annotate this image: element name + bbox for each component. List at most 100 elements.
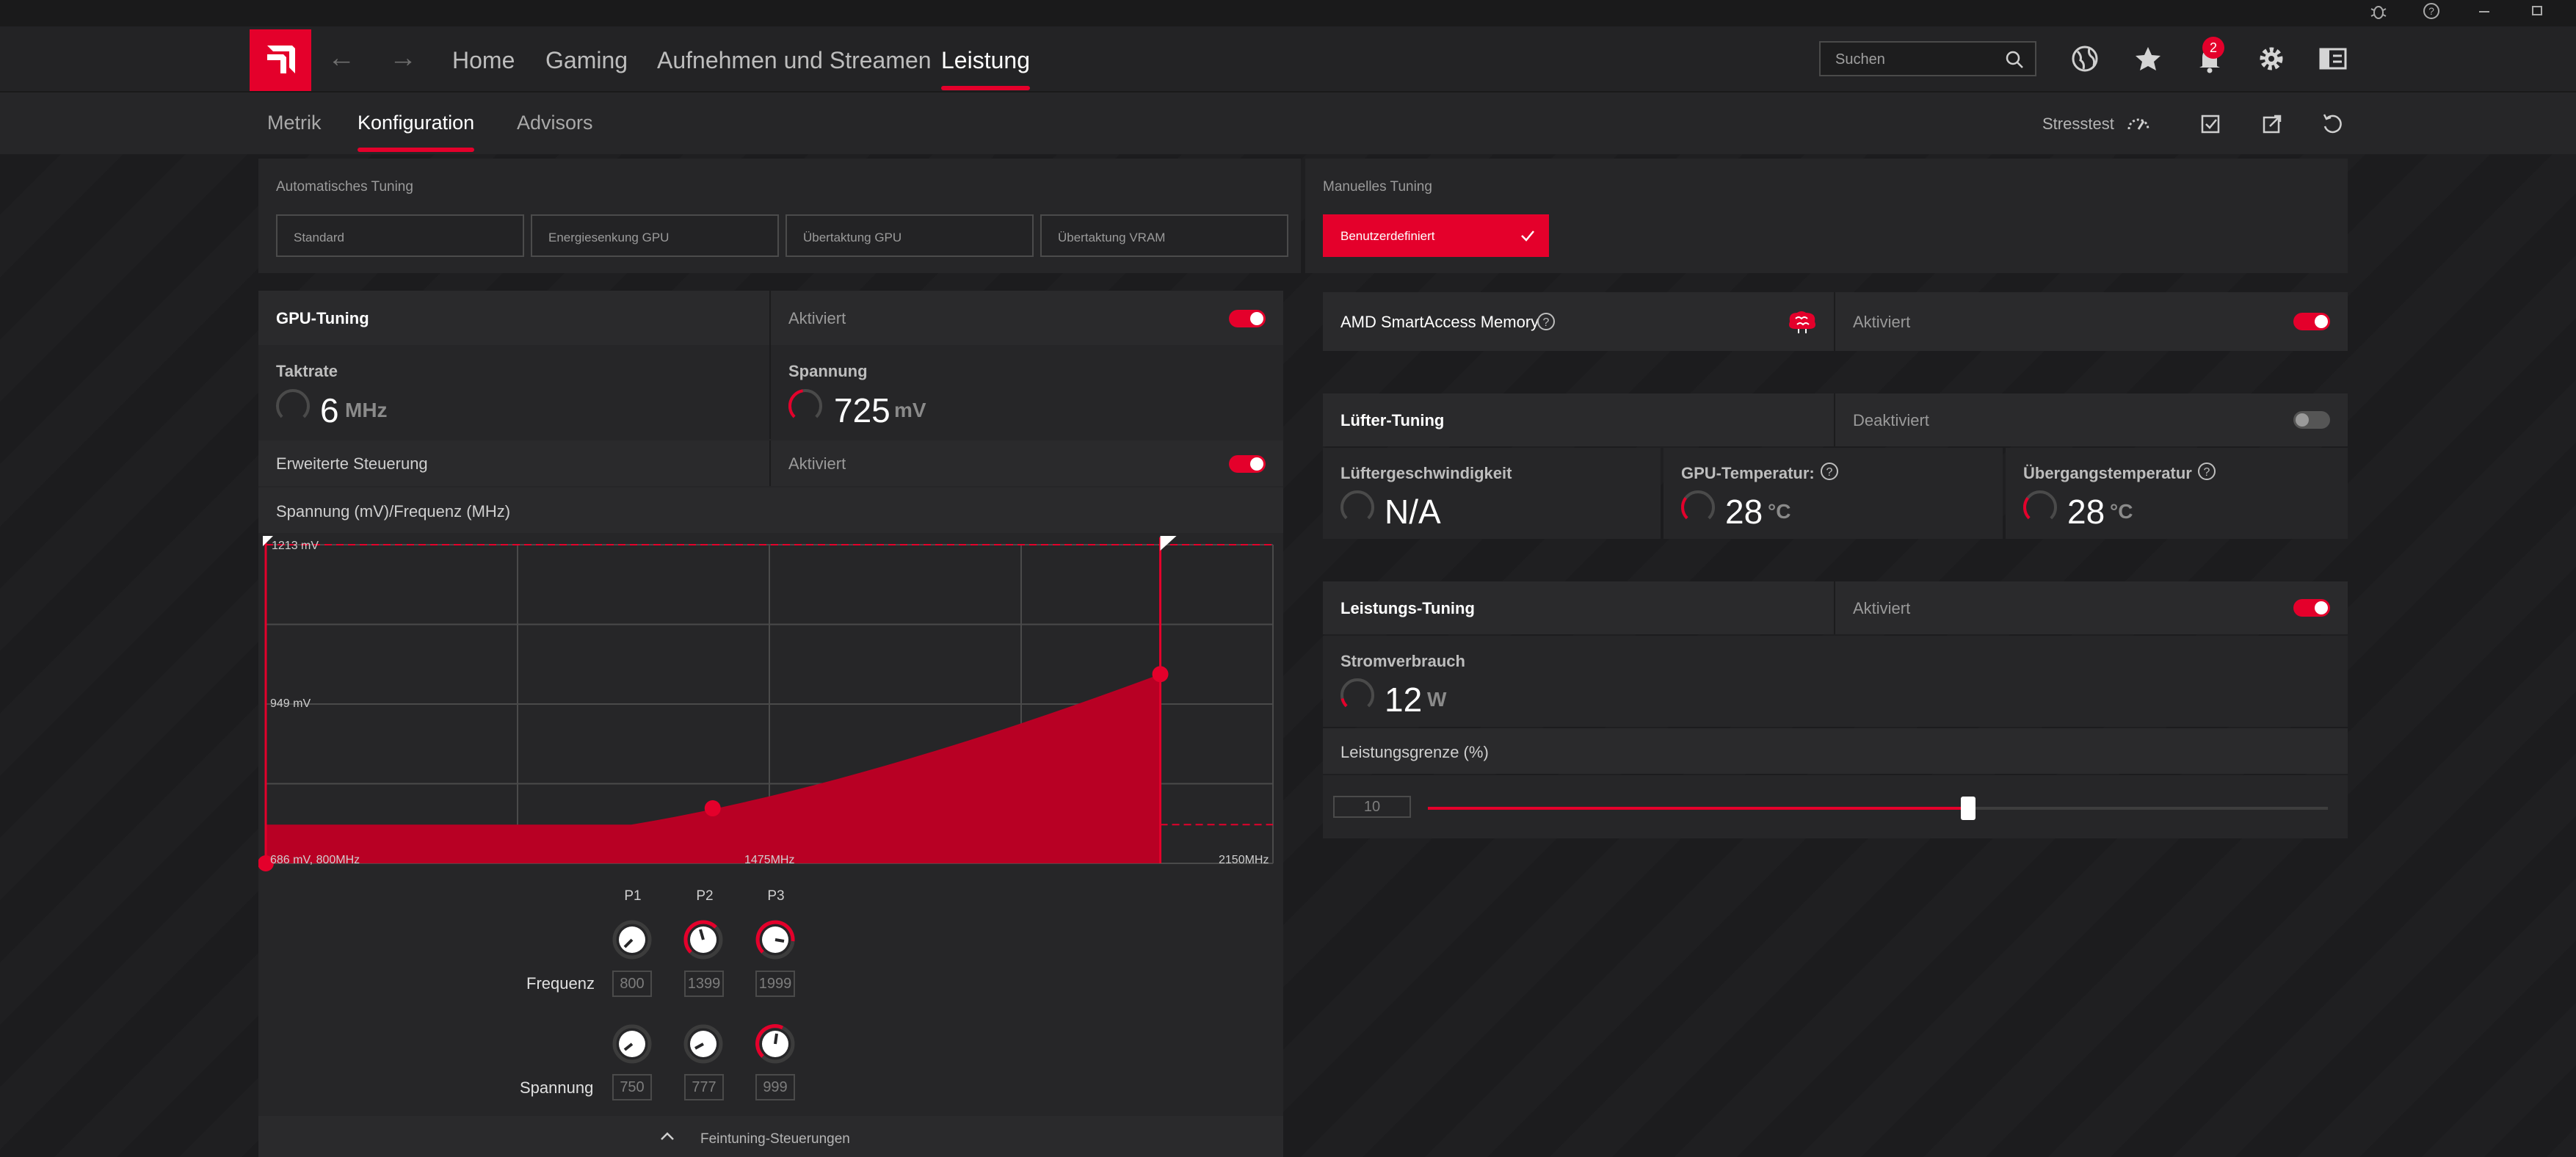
gpu-tuning-toggle[interactable]	[1229, 310, 1266, 327]
side-panel-icon[interactable]	[2315, 41, 2351, 76]
tab-recording-streaming[interactable]: Aufnehmen und Streamen	[657, 47, 932, 73]
smart-access-toggle[interactable]	[2293, 313, 2330, 330]
divider	[1834, 292, 1835, 351]
power-consumption-label: Stromverbrauch	[1340, 652, 1465, 670]
chevron-up-icon[interactable]	[659, 1131, 675, 1142]
junction-temp-help-icon[interactable]: ?	[2198, 463, 2216, 480]
power-limit-slider[interactable]	[1428, 797, 2328, 820]
checkmark-icon	[1521, 231, 1534, 242]
p2-voltage-knob[interactable]	[683, 1023, 724, 1064]
p2-voltage-input[interactable]: 777	[684, 1074, 724, 1100]
tab-gaming[interactable]: Gaming	[545, 47, 628, 73]
fan-speed-label: Lüftergeschwindigkeit	[1340, 464, 1512, 482]
voltage-unit: mV	[894, 399, 926, 421]
auto-tuning-label: Automatisches Tuning	[276, 179, 413, 195]
p3-voltage-knob[interactable]	[755, 1023, 796, 1064]
smart-access-help-icon[interactable]: ?	[1537, 313, 1555, 330]
subtab-configuration[interactable]: Konfiguration	[358, 112, 475, 152]
pstate-label-p2: P2	[696, 888, 714, 904]
advanced-control-title: Erweiterte Steuerung	[276, 454, 428, 473]
power-consumption-card	[1323, 636, 2348, 727]
title-bar: ?	[0, 0, 2576, 26]
preset-power-saving-button[interactable]: Energiesenkung GPU	[531, 214, 779, 257]
voltage-gauge-icon	[788, 389, 822, 423]
fine-tuning-label: Feintuning-Steuerungen	[700, 1131, 850, 1147]
bug-report-icon[interactable]	[2365, 1, 2392, 23]
amd-logo-icon[interactable]	[250, 29, 311, 91]
help-icon[interactable]: ?	[2418, 1, 2445, 23]
y-tick-label-mid: 949 mV	[270, 697, 311, 710]
p1-frequency-input[interactable]: 800	[612, 971, 652, 997]
fan-tuning-state: Deaktiviert	[1853, 411, 1929, 429]
fan-tuning-toggle[interactable]	[2293, 411, 2330, 429]
p2-frequency-knob[interactable]	[683, 919, 724, 960]
p1-voltage-input[interactable]: 750	[612, 1074, 652, 1100]
voltage-frequency-chart[interactable]	[258, 534, 1283, 877]
power-limit-slider-fill	[1428, 807, 1968, 810]
gpu-tuning-title: GPU-Tuning	[276, 309, 369, 327]
curve-point-start[interactable]	[258, 855, 274, 871]
x-tick-label-start: 686 mV, 800MHz	[270, 854, 360, 866]
p1-voltage-knob[interactable]	[612, 1023, 653, 1064]
preset-custom-label: Benutzerdefiniert	[1340, 229, 1435, 243]
fine-tuning-footer[interactable]	[258, 1116, 1283, 1157]
preset-overclock-gpu-button[interactable]: Übertaktung GPU	[786, 214, 1034, 257]
junction-temp-gauge-icon	[2023, 490, 2057, 524]
notification-badge: 2	[2202, 37, 2224, 59]
frequency-row-label: Frequenz	[526, 974, 595, 993]
max-frequency-handle	[1160, 536, 1177, 551]
gpu-temp-gauge-icon	[1681, 490, 1715, 524]
p3-frequency-input[interactable]: 1999	[755, 971, 795, 997]
curve-point-P2[interactable]	[704, 800, 721, 817]
forward-arrow-icon[interactable]: →	[389, 43, 417, 73]
power-limit-input[interactable]: 10	[1333, 796, 1411, 818]
stress-test-gauge-icon[interactable]	[2125, 110, 2152, 138]
junction-temp-card	[2006, 448, 2348, 539]
divider	[1834, 581, 1835, 634]
power-tuning-toggle[interactable]	[2293, 599, 2330, 617]
back-arrow-icon[interactable]: ←	[327, 43, 355, 73]
fan-tuning-header	[1323, 393, 2348, 446]
globe-icon[interactable]	[2067, 41, 2102, 76]
reset-icon[interactable]	[2318, 110, 2346, 138]
search-icon[interactable]	[2004, 49, 2025, 70]
power-limit-label: Leistungsgrenze (%)	[1340, 743, 1489, 761]
preset-standard-button[interactable]: Standard	[276, 214, 524, 257]
p3-voltage-input[interactable]: 999	[755, 1074, 795, 1100]
apply-changes-icon[interactable]	[2196, 110, 2224, 138]
gpu-temp-help-icon[interactable]: ?	[1821, 463, 1838, 480]
pstate-label-p1: P1	[624, 888, 642, 904]
search-input[interactable]	[1834, 48, 1998, 70]
p1-frequency-knob[interactable]	[612, 919, 653, 960]
p2-frequency-input[interactable]: 1399	[684, 971, 724, 997]
voltage-value: 725	[834, 391, 890, 429]
tab-performance[interactable]: Leistung	[941, 47, 1030, 90]
curve-point-P3[interactable]	[1152, 666, 1169, 683]
advanced-control-toggle[interactable]	[1229, 455, 1266, 473]
power-tuning-title: Leistungs-Tuning	[1340, 599, 1475, 617]
smart-access-state: Aktiviert	[1853, 313, 1911, 331]
minimize-icon[interactable]	[2471, 1, 2497, 23]
preset-overclock-vram-button[interactable]: Übertaktung VRAM	[1040, 214, 1288, 257]
advanced-control-row	[258, 440, 1283, 486]
maximize-icon[interactable]	[2524, 1, 2550, 23]
power-tuning-state: Aktiviert	[1853, 599, 1911, 617]
preset-custom-button[interactable]: Benutzerdefiniert	[1323, 214, 1549, 257]
settings-gear-icon[interactable]	[2254, 41, 2289, 76]
gpu-temp-value: 28	[1725, 493, 1763, 531]
subtab-metrics[interactable]: Metrik	[267, 112, 322, 134]
subtab-advisors[interactable]: Advisors	[517, 112, 593, 134]
pstate-label-p3: P3	[767, 888, 785, 904]
x-tick-label-end: 2150MHz	[1219, 854, 1269, 866]
voltage-label: Spannung	[788, 362, 868, 380]
curve-title-row	[258, 487, 1283, 533]
favorites-star-icon[interactable]	[2130, 41, 2166, 76]
sub-navigation: Metrik Konfiguration Advisors Stresstest	[0, 91, 2576, 154]
tab-home[interactable]: Home	[452, 47, 515, 73]
export-icon[interactable]	[2258, 110, 2286, 138]
smart-access-title: AMD SmartAccess Memory	[1340, 313, 1539, 331]
clock-unit: MHz	[345, 399, 388, 421]
p3-frequency-knob[interactable]	[755, 919, 796, 960]
power-limit-slider-thumb[interactable]	[1960, 797, 1975, 820]
gpu-temp-label: GPU-Temperatur:	[1681, 464, 1815, 482]
